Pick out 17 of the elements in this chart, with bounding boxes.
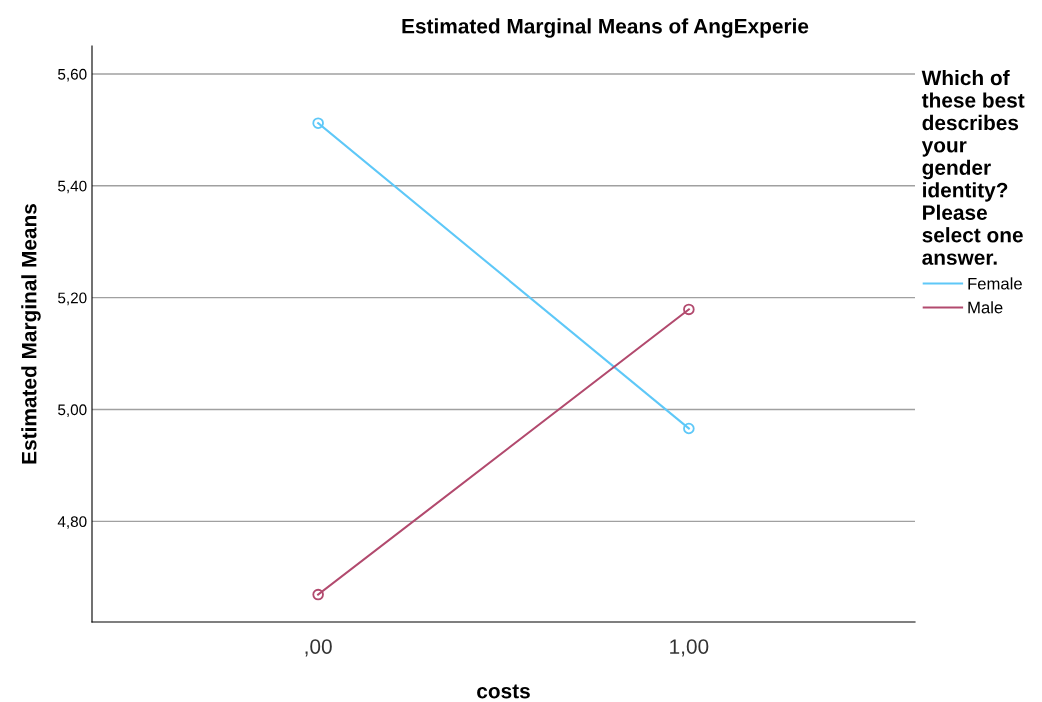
point bbox=[683, 303, 695, 316]
y-axis-title: Estimated Marginal Means bbox=[21, 204, 41, 464]
x-tick-label: 1,00 bbox=[670, 639, 709, 657]
legend-label: Female bbox=[968, 277, 1022, 290]
x-tick-label: ,00 bbox=[305, 639, 332, 657]
point bbox=[312, 117, 324, 129]
text: Which of these best describes your gender identity? Please select one answer. bbox=[921, 69, 1025, 265]
point bbox=[312, 588, 324, 601]
legend-label: Male bbox=[968, 301, 1003, 314]
y-tick-label: 5,60 bbox=[58, 68, 87, 82]
y-tick-label: 5,40 bbox=[58, 180, 87, 194]
y-tick-label: 5,20 bbox=[58, 292, 87, 306]
chart-title: Estimated Marginal Means of AngExperie bbox=[402, 18, 809, 38]
point bbox=[683, 422, 695, 435]
x-axis-title: costs bbox=[477, 684, 530, 699]
y-tick-label: 5,00 bbox=[58, 404, 87, 417]
y-tick-label: 4,80 bbox=[57, 516, 87, 529]
